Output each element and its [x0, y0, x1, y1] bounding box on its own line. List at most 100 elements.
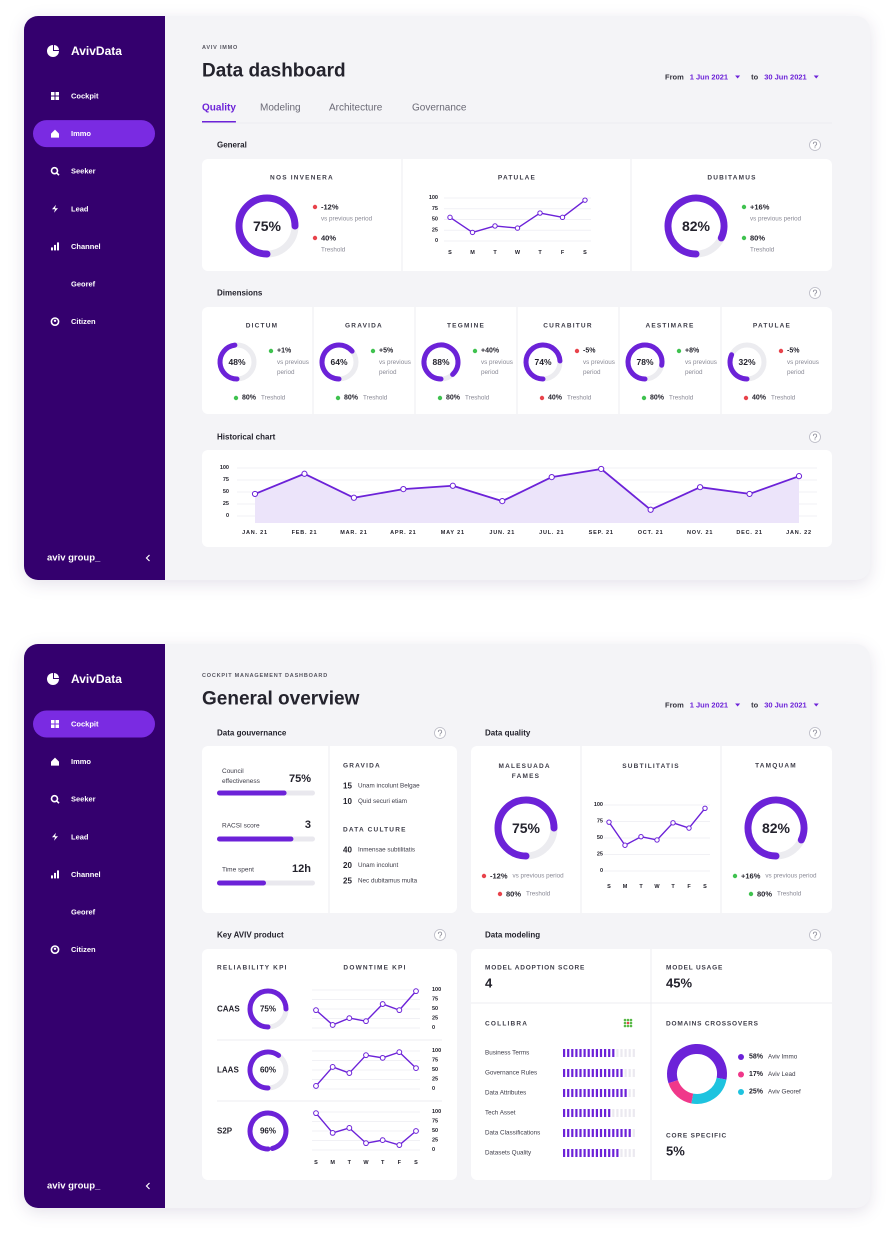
menu-item[interactable]: Cockpit — [51, 92, 99, 101]
point — [413, 1065, 419, 1071]
menu-item[interactable]: Channel — [51, 242, 101, 251]
help-glyph — [812, 433, 818, 439]
y-tick-label: 100 — [594, 802, 603, 808]
help-icon[interactable] — [809, 287, 821, 299]
bar-segment — [608, 1049, 611, 1057]
menu-label[interactable]: Seeker — [71, 167, 96, 176]
point — [746, 490, 753, 498]
help-icon[interactable] — [809, 929, 821, 941]
y-tick-label: 25 — [432, 1138, 438, 1144]
block-title: DOMAINS CROSSOVERS — [666, 1021, 759, 1028]
bar-segment — [583, 1109, 586, 1117]
help-icon[interactable] — [434, 727, 446, 739]
icon-part — [50, 794, 59, 803]
help-ring — [809, 139, 821, 151]
point — [396, 1049, 403, 1056]
tab[interactable]: Governance — [412, 103, 467, 114]
menu-item[interactable]: Seeker — [50, 794, 96, 804]
bar-segment — [583, 1069, 586, 1077]
menu-label[interactable]: Lead — [71, 832, 89, 841]
text-line: vs previous — [583, 359, 617, 366]
menu-item[interactable]: Georef — [55, 908, 96, 917]
bar-segment — [628, 1149, 631, 1157]
menu-label[interactable]: Georef — [71, 908, 96, 917]
menu-label[interactable]: Citizen — [71, 945, 96, 954]
menu-item[interactable]: Channel — [51, 870, 101, 879]
menu-item[interactable]: Lead — [52, 204, 89, 213]
menu-label[interactable]: Immo — [71, 129, 91, 138]
x-tick-label: JAN. 22 — [786, 530, 812, 536]
menu-item[interactable]: Georef — [55, 280, 96, 289]
bar-segment — [628, 1129, 631, 1137]
menu-item[interactable]: Cockpit — [33, 710, 155, 738]
bar-segment — [571, 1149, 574, 1157]
collapse-chevron[interactable] — [145, 1182, 150, 1190]
y-tick-label: 75 — [223, 477, 229, 483]
stat-value: 80% — [344, 395, 359, 402]
card-title: NOS INVENERA — [270, 175, 334, 182]
row-label: S2P — [217, 1127, 233, 1136]
text-line: MALESUADA — [498, 763, 553, 770]
segmented-bar — [563, 1109, 635, 1117]
bar-segment — [595, 1149, 598, 1157]
x-tick-label: DEC. 21 — [736, 530, 762, 536]
section-title: General — [217, 141, 247, 150]
menu-item[interactable]: Seeker — [50, 167, 96, 176]
menu-item[interactable]: Citizen — [50, 317, 96, 326]
y-tick-label: 75 — [432, 206, 438, 212]
date-to[interactable]: 30 Jun 2021 — [764, 701, 807, 710]
gauge-arc — [247, 988, 289, 1030]
menu-label[interactable]: Lead — [71, 204, 89, 213]
point — [313, 1110, 319, 1117]
gauge-arc — [727, 352, 750, 382]
help-icon[interactable] — [809, 139, 821, 151]
collapse-chevron[interactable] — [145, 554, 150, 562]
date-from[interactable]: 1 Jun 2021 — [690, 701, 728, 710]
tab[interactable]: Architecture — [329, 103, 383, 114]
legend-value: 17% — [749, 1071, 764, 1078]
menu-label[interactable]: Georef — [71, 280, 96, 289]
menu-label[interactable]: Cockpit — [71, 720, 99, 729]
bar-segment — [567, 1109, 570, 1117]
menu-label[interactable]: Channel — [71, 870, 101, 879]
menu-item[interactable]: Immo — [33, 120, 155, 148]
point — [447, 214, 453, 221]
bar-segment — [632, 1049, 635, 1057]
point — [638, 833, 644, 840]
collibra-icon-dot — [629, 1018, 633, 1022]
gauge-label: 88% — [432, 357, 449, 367]
menu-label[interactable]: Channel — [71, 242, 101, 251]
date-to[interactable]: 30 Jun 2021 — [764, 73, 807, 82]
bar-segment — [587, 1129, 590, 1137]
segmented-bar — [563, 1049, 635, 1057]
menu-item[interactable]: Immo — [51, 757, 91, 766]
menu-item[interactable]: Citizen — [50, 945, 96, 954]
y-tick-label: 0 — [435, 238, 438, 244]
tab[interactable]: Modeling — [260, 103, 301, 114]
menu-label[interactable]: Cockpit — [71, 92, 99, 101]
icon-part — [57, 242, 59, 251]
menu-label[interactable]: Immo — [71, 757, 91, 766]
x-tick-label: W — [515, 250, 521, 256]
stat-note: Treshold — [771, 395, 796, 402]
help-icon[interactable] — [809, 727, 821, 739]
menu-label[interactable]: Seeker — [71, 795, 96, 804]
point — [686, 825, 692, 831]
y-tick-label: 0 — [432, 1025, 435, 1031]
help-icon[interactable] — [434, 929, 446, 941]
column-header: DOWNTIME KPI — [343, 965, 406, 972]
bar-segment — [616, 1069, 619, 1077]
tab[interactable]: Quality — [202, 103, 236, 114]
bar-segment — [632, 1109, 635, 1117]
date-from[interactable]: 1 Jun 2021 — [690, 73, 728, 82]
y-tick-label: 50 — [597, 835, 603, 841]
help-icon[interactable] — [809, 431, 821, 443]
bar-segment — [604, 1109, 607, 1117]
menu-label[interactable]: Citizen — [71, 317, 96, 326]
area — [255, 468, 799, 523]
help-ring — [809, 929, 821, 941]
menu-item[interactable]: Lead — [52, 832, 89, 841]
point — [413, 988, 419, 995]
status-dot — [312, 235, 318, 241]
stat-note: Treshold — [465, 395, 490, 402]
